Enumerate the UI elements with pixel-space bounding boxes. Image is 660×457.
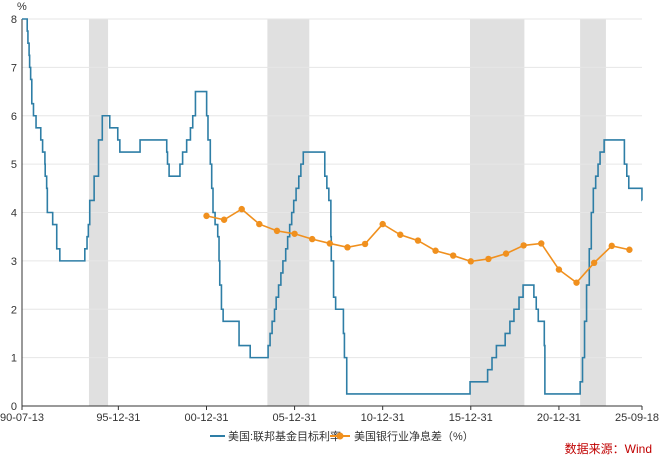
y-axis-unit-label: % <box>17 1 27 13</box>
x-tick-label-6: 20-12-31 <box>537 412 581 424</box>
nim-point-1 <box>220 216 228 223</box>
nim-point-9 <box>361 240 369 248</box>
y-tick-label-2: 2 <box>11 304 17 316</box>
nim-point-2 <box>238 205 245 213</box>
legend-marker-nim <box>336 432 344 440</box>
y-tick-label-7: 7 <box>11 62 17 74</box>
y-tick-label-3: 3 <box>11 256 17 268</box>
source-note: 数据来源：Wind <box>564 442 652 456</box>
nim-point-20 <box>555 266 563 273</box>
x-tick-label-2: 00-12-31 <box>184 412 228 424</box>
series <box>22 18 643 395</box>
nim-point-4 <box>273 227 281 235</box>
x-tick-label-0: 90-07-13 <box>0 412 44 424</box>
series-line-fed-rate <box>22 18 643 395</box>
y-tick-label-8: 8 <box>11 14 17 26</box>
nim-point-13 <box>432 247 439 254</box>
x-tick-label-3: 05-12-31 <box>273 412 317 424</box>
legend: 美国:联邦基金目标利率 美国银行业净息差（%） <box>210 429 474 443</box>
nim-point-5 <box>291 230 298 237</box>
legend-label-nim: 美国银行业净息差（%） <box>354 429 474 443</box>
nim-point-8 <box>344 244 351 251</box>
nim-point-11 <box>397 231 404 238</box>
legend-item-fed-rate: 美国:联邦基金目标利率 <box>210 429 341 443</box>
nim-point-10 <box>379 220 386 228</box>
legend-label-fed-rate: 美国:联邦基金目标利率 <box>228 429 341 443</box>
nim-point-16 <box>485 255 492 263</box>
nim-point-3 <box>256 220 263 228</box>
x-tick-label-4: 10-12-31 <box>361 412 405 424</box>
nim-point-22 <box>590 259 598 267</box>
axes: % 0 1 2 3 4 5 6 7 8 90-07-13 95-12-31 00-12-31 05-12… <box>0 1 659 424</box>
y-tick-label-0: 0 <box>11 401 17 413</box>
nim-point-7 <box>326 240 334 247</box>
nim-point-0 <box>203 212 210 220</box>
gridlines <box>22 18 642 359</box>
legend-item-nim: 美国银行业净息差（%） <box>330 429 474 443</box>
nim-point-6 <box>308 235 316 243</box>
nim-point-24 <box>626 246 633 253</box>
x-tick-label-1: 95-12-31 <box>96 412 140 424</box>
x-tick-label-5: 15-12-31 <box>449 412 493 424</box>
nim-point-23 <box>608 242 615 250</box>
nim-point-15 <box>467 258 474 265</box>
y-tick-label-5: 5 <box>11 159 17 171</box>
nim-point-12 <box>414 237 422 244</box>
x-tick-label-7: 25-09-18 <box>615 412 659 424</box>
nim-point-14 <box>449 252 457 259</box>
y-tick-label-6: 6 <box>11 111 17 123</box>
y-tick-label-4: 4 <box>11 208 17 220</box>
y-tick-label-1: 1 <box>11 353 17 365</box>
nim-point-18 <box>520 242 527 249</box>
nim-point-19 <box>538 240 545 247</box>
nim-point-21 <box>573 279 580 286</box>
nim-point-17 <box>502 250 510 257</box>
